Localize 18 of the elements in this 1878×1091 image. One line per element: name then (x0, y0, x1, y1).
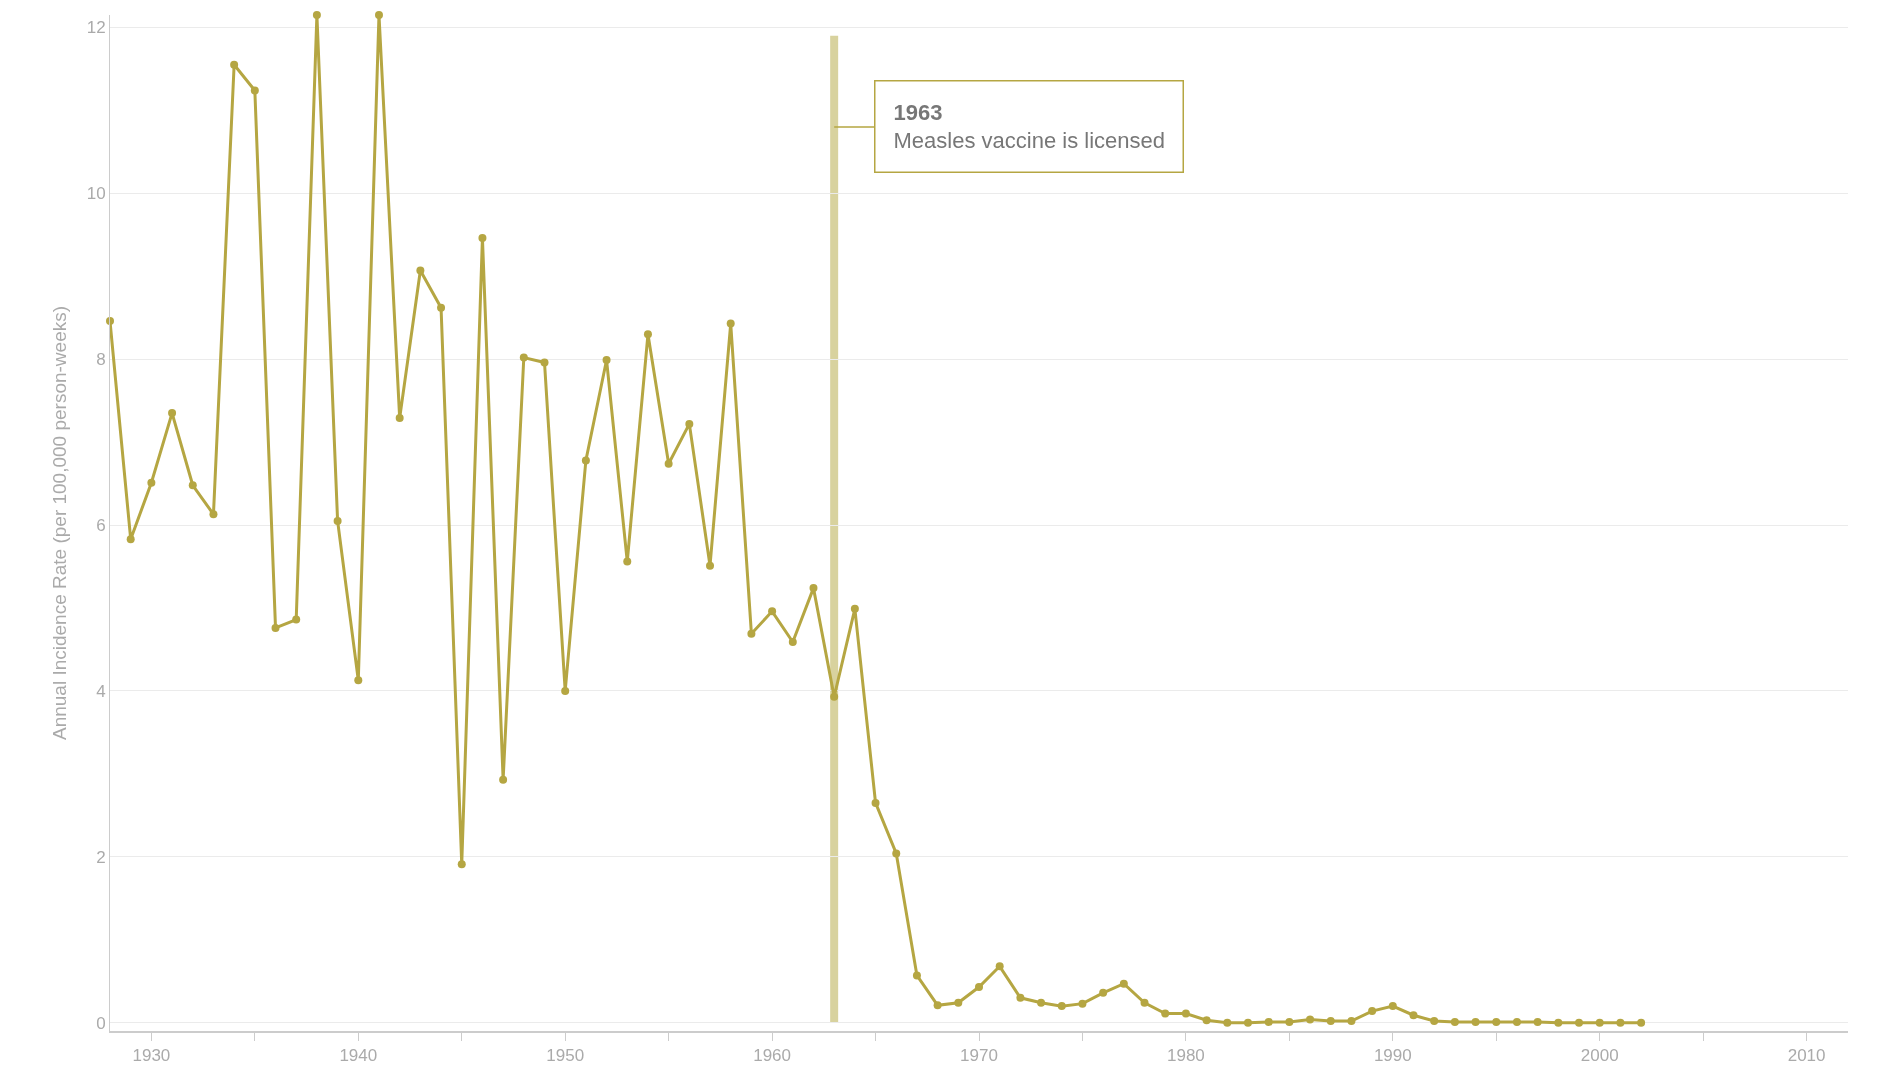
x-tick-label: 1950 (546, 1046, 585, 1066)
x-tick-label: 1930 (132, 1046, 171, 1066)
x-tick-label: 1940 (339, 1046, 378, 1066)
y-tick-label: 10 (86, 184, 106, 204)
y-tick-label: 4 (96, 681, 106, 701)
x-tick-label: 1960 (753, 1046, 792, 1066)
y-tick-label: 12 (86, 18, 106, 38)
x-tick-label: 1980 (1166, 1046, 1205, 1066)
y-tick-label: 6 (96, 516, 106, 536)
x-tick-label: 2000 (1580, 1046, 1619, 1066)
x-tick-label: 2010 (1787, 1046, 1826, 1066)
y-tick-label: 0 (96, 1013, 106, 1033)
y-tick-label: 8 (96, 350, 106, 370)
y-tick-label: 2 (96, 847, 106, 867)
ref-line-label: 1963 Measles vaccine is licensed (893, 99, 1165, 154)
x-tick-label: 1970 (960, 1046, 998, 1066)
y-axis-title: Annual Incidence Rate (per 100,000 person-weeks) (48, 305, 70, 741)
x-tick-label: 1990 (1373, 1046, 1412, 1066)
